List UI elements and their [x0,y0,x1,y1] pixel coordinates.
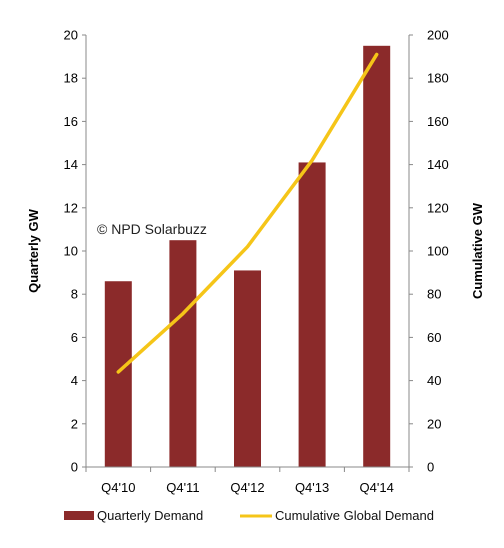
bar-quarterly-demand [169,240,197,467]
y-left-tick-label: 10 [64,244,78,259]
y-left-tick-label: 18 [64,71,78,86]
x-tick-label: Q4'12 [230,480,264,495]
y-left-tick-label: 16 [64,114,78,129]
y-right-tick-label: 180 [427,71,449,86]
y-left-tick-label: 4 [71,373,78,388]
legend: Quarterly Demand Cumulative Global Deman… [64,508,434,523]
bars-layer [104,45,391,468]
ticks-layer: 0246810121416182002040608010012014016018… [64,28,449,496]
line-cumulative-global-demand [116,52,379,374]
y-right-tick-label: 200 [427,28,449,43]
bar-quarterly-demand [104,281,132,467]
legend-label-cumulative-global-demand: Cumulative Global Demand [275,508,434,523]
legend-swatch-quarterly-demand [64,511,94,520]
y-right-tick-label: 20 [427,416,441,431]
y-left-tick-label: 8 [71,287,78,302]
y-left-tick-label: 2 [71,416,78,431]
y-right-tick-label: 100 [427,244,449,259]
copyright-annotation: © NPD Solarbuzz [97,221,207,237]
line-layer [116,52,379,374]
y-right-tick-label: 40 [427,373,441,388]
y-left-tick-label: 20 [64,28,78,43]
x-tick-label: Q4'11 [166,480,199,495]
y-right-tick-label: 60 [427,330,441,345]
y-right-tick-label: 140 [427,157,449,172]
y-left-tick-label: 14 [64,157,78,172]
y-right-tick-label: 120 [427,200,449,215]
y-right-tick-label: 0 [427,460,434,475]
legend-label-quarterly-demand: Quarterly Demand [97,508,203,523]
y-axis-left-label: Quarterly GW [26,208,41,293]
y-right-tick-label: 160 [427,114,449,129]
y-left-tick-label: 0 [71,460,78,475]
x-tick-label: Q4'14 [360,480,394,495]
bar-quarterly-demand [298,162,326,467]
y-right-tick-label: 80 [427,287,441,302]
x-tick-label: Q4'10 [101,480,135,495]
x-tick-label: Q4'13 [295,480,329,495]
y-axis-right-label: Cumulative GW [470,202,485,299]
y-left-tick-label: 12 [64,200,78,215]
bar-quarterly-demand [363,45,391,468]
y-left-tick-label: 6 [71,330,78,345]
bar-quarterly-demand [234,270,261,467]
